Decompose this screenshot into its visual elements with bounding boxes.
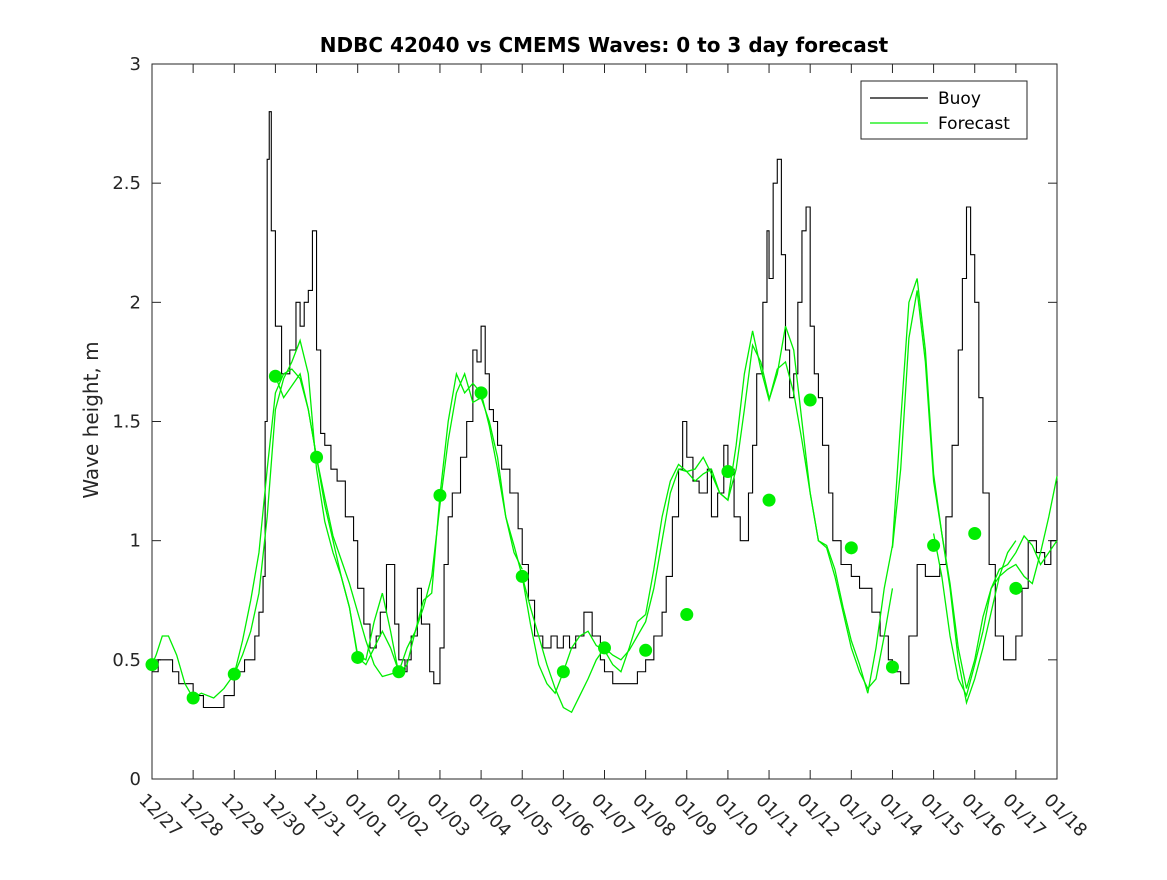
x-tick-label: 12/29 [217, 790, 269, 842]
forecast-marker [721, 465, 735, 479]
y-tick-label: 0.5 [112, 650, 141, 671]
forecast-marker [927, 538, 941, 552]
x-tick-label: 01/17 [998, 790, 1050, 842]
forecast-marker [639, 643, 653, 657]
x-tick-label: 01/04 [464, 790, 516, 842]
x-tick-label: 01/15 [916, 790, 968, 842]
buoy-line [152, 111, 1058, 709]
forecast-marker [556, 665, 570, 679]
x-tick-label: 01/03 [422, 790, 474, 842]
forecast-run-line [233, 338, 523, 676]
x-tick-label: 01/01 [340, 790, 392, 842]
y-tick-label: 1.5 [112, 412, 141, 433]
forecast-marker [268, 369, 282, 383]
x-tick-label: 12/31 [299, 790, 351, 842]
x-tick-label: 01/08 [628, 790, 680, 842]
x-tick-label: 01/05 [505, 790, 557, 842]
forecast-marker [844, 541, 858, 555]
axis-ticks: 00.511.522.5312/2712/2812/2912/3012/3101… [112, 54, 1091, 841]
forecast-run-line [151, 368, 399, 699]
x-tick-label: 01/13 [834, 790, 886, 842]
forecast-marker [968, 527, 982, 541]
x-tick-label: 01/06 [546, 790, 598, 842]
forecast-marker [680, 608, 694, 622]
y-tick-label: 0 [130, 769, 141, 790]
buoy-series [152, 111, 1058, 709]
y-axis-label: Wave height, m [79, 341, 103, 498]
forecast-run-line [891, 290, 1058, 689]
forecast-marker [227, 667, 241, 681]
forecast-marker [885, 660, 899, 674]
legend-box [860, 80, 1028, 140]
x-tick-label: 01/11 [752, 790, 804, 842]
forecast-run-line [521, 343, 770, 714]
y-tick-label: 2 [130, 292, 141, 313]
forecast-series [151, 278, 1058, 714]
x-tick-label: 01/12 [793, 790, 845, 842]
forecast-run-line [644, 325, 894, 690]
forecast-run-line [932, 476, 1058, 698]
y-tick-label: 1 [130, 531, 141, 552]
forecast-marker [145, 658, 159, 672]
chart-title: NDBC 42040 vs CMEMS Waves: 0 to 3 day fo… [320, 33, 889, 57]
x-tick-label: 12/30 [258, 790, 310, 842]
x-tick-label: 12/28 [176, 790, 228, 842]
forecast-marker [598, 641, 611, 655]
forecast-marker [310, 450, 324, 464]
x-tick-label: 01/09 [669, 790, 721, 842]
x-tick-label: 01/18 [1039, 790, 1091, 842]
legend-label-buoy: Buoy [938, 89, 981, 109]
forecast-marker [392, 665, 406, 679]
x-tick-label: 01/02 [381, 790, 433, 842]
forecast-run-line [274, 371, 647, 695]
x-tick-label: 01/07 [587, 790, 639, 842]
forecast-marker [515, 569, 529, 583]
y-tick-label: 3 [130, 54, 141, 75]
y-tick-label: 2.5 [112, 173, 141, 194]
x-tick-label: 01/10 [710, 790, 762, 842]
forecast-marker [1009, 581, 1023, 595]
x-tick-label: 01/16 [957, 790, 1009, 842]
x-tick-label: 01/14 [875, 790, 927, 842]
forecast-markers [145, 369, 1023, 705]
forecast-marker [433, 488, 447, 502]
x-tick-label: 12/27 [134, 790, 186, 842]
forecast-marker [803, 393, 817, 407]
legend: Buoy Forecast [860, 80, 1028, 140]
forecast-marker [474, 386, 488, 400]
forecast-marker [186, 691, 200, 705]
legend-label-forecast: Forecast [938, 114, 1010, 134]
forecast-marker [351, 650, 365, 664]
forecast-marker [762, 493, 776, 507]
